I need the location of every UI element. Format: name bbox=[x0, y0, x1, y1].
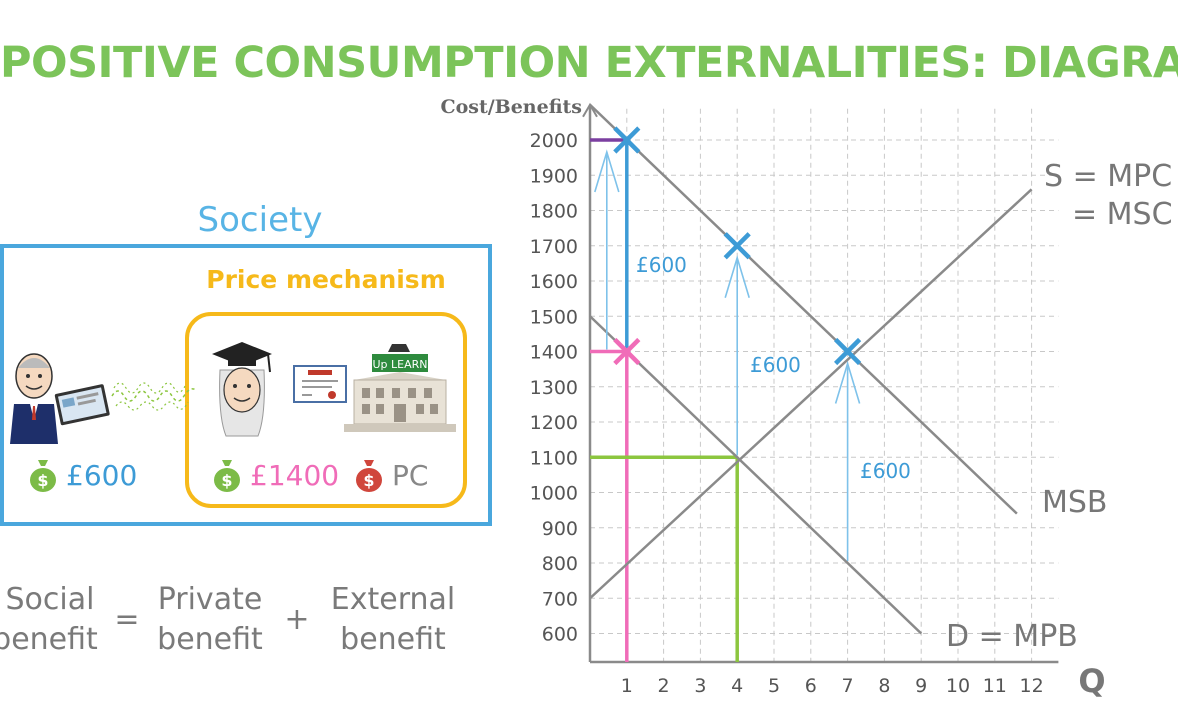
y-tick-label: 800 bbox=[542, 553, 578, 575]
msb-curve bbox=[589, 103, 1018, 515]
money-bag-icon: $ bbox=[28, 458, 58, 492]
plus-sign: + bbox=[284, 602, 310, 637]
private-benefit-amount: $ £1400 bbox=[212, 458, 339, 492]
external-benefit-word2: benefit bbox=[340, 622, 446, 657]
certificate-icon bbox=[293, 365, 347, 403]
external-amount-text: £600 bbox=[66, 458, 138, 492]
y-tick-label: 1700 bbox=[530, 236, 578, 258]
man-with-laptop-illustration bbox=[10, 353, 110, 444]
y-tick-label: 1500 bbox=[530, 306, 578, 328]
price-mechanism-box bbox=[185, 312, 467, 508]
external-benefit-label: £600 bbox=[860, 459, 911, 483]
x-tick-label: 5 bbox=[768, 675, 780, 697]
benefit-spillover-squiggles bbox=[111, 382, 197, 411]
supply-curve-label: S = MPC bbox=[1044, 159, 1172, 194]
external-benefit-label: £600 bbox=[636, 253, 687, 277]
msb-curve-label: MSB bbox=[1042, 485, 1108, 520]
demand-curve-label: D = MPB bbox=[946, 619, 1078, 654]
x-axis-label: Q bbox=[1078, 662, 1105, 700]
x-tick-label: 1 bbox=[621, 675, 633, 697]
y-tick-label: 1800 bbox=[530, 201, 578, 223]
y-axis-label: Cost/Benefits bbox=[440, 96, 582, 118]
y-tick-label: 1200 bbox=[530, 412, 578, 434]
supply-curve bbox=[589, 188, 1033, 600]
supply-curve-label-line2: = MSC bbox=[1072, 197, 1173, 232]
social-benefit-word2: benefit bbox=[0, 622, 98, 657]
svg-text:$: $ bbox=[363, 471, 374, 490]
arrow-head-icon bbox=[724, 254, 750, 298]
svg-text:$: $ bbox=[221, 471, 232, 490]
x-marker-icon bbox=[723, 232, 751, 260]
arrow-head-icon bbox=[594, 149, 620, 193]
y-tick-label: 700 bbox=[542, 588, 578, 610]
money-bag-icon: $ bbox=[212, 458, 242, 492]
x-marker-icon bbox=[834, 337, 862, 366]
x-tick-label: 6 bbox=[805, 675, 817, 697]
x-tick-label: 10 bbox=[946, 675, 970, 697]
private-amount-text: £1400 bbox=[250, 458, 340, 492]
x-tick-label: 12 bbox=[1020, 675, 1044, 697]
y-tick-label: 600 bbox=[542, 624, 578, 646]
university-building-illustration: Up LEARN bbox=[344, 344, 456, 432]
x-tick-label: 9 bbox=[915, 675, 927, 697]
x-marker-icon bbox=[613, 126, 641, 154]
y-tick-label: 1400 bbox=[530, 342, 578, 364]
social-benefit-word1: Social bbox=[5, 582, 95, 617]
private-benefit-word2: benefit bbox=[157, 622, 263, 657]
equals-sign: = bbox=[114, 602, 140, 637]
page-title: POSITIVE CONSUMPTION EXTERNALITIES: DIAG… bbox=[0, 38, 1178, 88]
external-benefit-label: £600 bbox=[750, 353, 801, 377]
x-tick-label: 11 bbox=[983, 675, 1007, 697]
y-tick-label: 1000 bbox=[530, 483, 578, 505]
y-tick-label: 2000 bbox=[530, 130, 578, 152]
y-tick-label: 1600 bbox=[530, 271, 578, 293]
y-tick-label: 1100 bbox=[530, 447, 578, 469]
university-sign: Up LEARN bbox=[372, 358, 427, 371]
x-marker-icon bbox=[613, 337, 641, 366]
x-tick-label: 3 bbox=[694, 675, 706, 697]
graduate-student-illustration bbox=[212, 342, 272, 437]
x-tick-label: 4 bbox=[731, 675, 743, 697]
private-cost-label: $ PC bbox=[354, 458, 428, 492]
society-box bbox=[0, 244, 492, 526]
y-tick-label: 1900 bbox=[530, 165, 578, 187]
external-benefit-amount: $ £600 bbox=[28, 458, 137, 492]
y-tick-label: 1300 bbox=[530, 377, 578, 399]
money-bag-icon: $ bbox=[354, 458, 384, 492]
x-tick-label: 2 bbox=[658, 675, 670, 697]
pc-text: PC bbox=[392, 458, 429, 492]
y-tick-label: 900 bbox=[542, 518, 578, 540]
private-benefit-word1: Private bbox=[157, 582, 263, 617]
arrow-head-icon bbox=[834, 360, 861, 404]
x-tick-label: 7 bbox=[842, 675, 854, 697]
price-mechanism-label: Price mechanism bbox=[206, 265, 446, 294]
svg-text:$: $ bbox=[37, 471, 48, 490]
x-tick-label: 8 bbox=[878, 675, 890, 697]
society-label: Society bbox=[197, 200, 323, 240]
external-benefit-word1: External bbox=[330, 582, 456, 617]
demand-curve bbox=[589, 315, 923, 635]
